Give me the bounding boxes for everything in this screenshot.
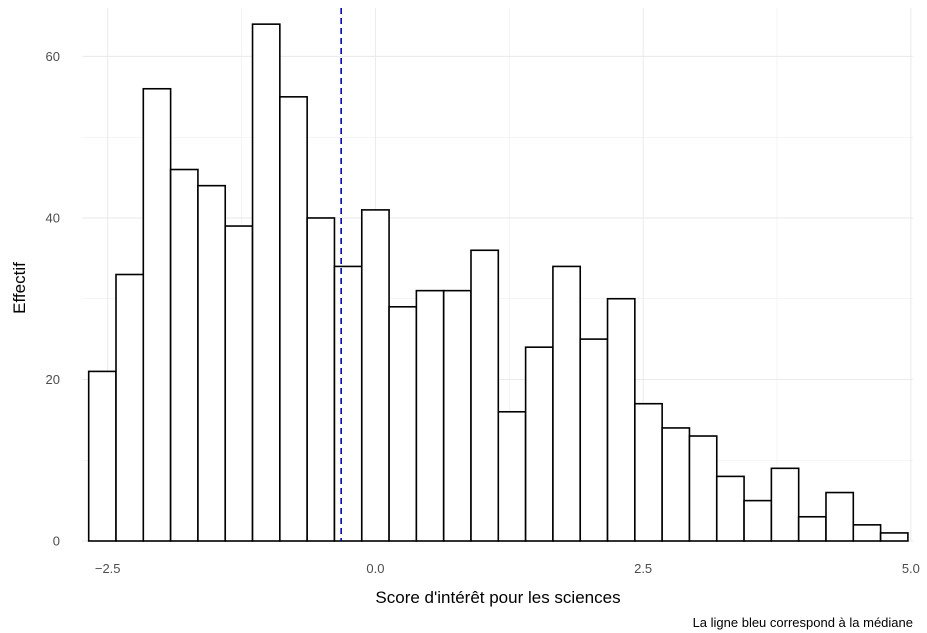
- histogram-bar: [197, 184, 227, 542]
- x-axis-ticks: −2.5 0.0 2.5 5.0: [95, 561, 920, 576]
- histogram-bar: [115, 273, 145, 542]
- histogram-bar: [142, 87, 172, 542]
- histogram-bar: [552, 265, 582, 542]
- histogram-bar: [524, 346, 554, 542]
- x-tick-label: 2.5: [634, 561, 652, 576]
- y-tick-label: 40: [46, 210, 60, 225]
- histogram-bar: [606, 297, 636, 542]
- histogram-bar: [797, 515, 827, 542]
- x-tick-label: 0.0: [366, 561, 384, 576]
- histogram-bar: [852, 524, 882, 542]
- histogram-bar: [579, 338, 609, 542]
- histogram-bar: [87, 370, 117, 542]
- y-axis-ticks: 0 20 40 60: [46, 49, 60, 549]
- histogram-bar: [306, 217, 336, 542]
- histogram-bar: [634, 402, 663, 542]
- histogram-bar: [770, 467, 800, 542]
- x-tick-label: 5.0: [902, 561, 920, 576]
- histogram-bar: [169, 168, 199, 542]
- histogram-bar: [224, 225, 254, 542]
- chart-caption: La ligne bleu correspond à la médiane: [693, 615, 913, 630]
- histogram-bar: [497, 410, 527, 542]
- histogram-bar: [415, 289, 445, 542]
- histogram-bar: [688, 435, 718, 542]
- x-tick-label: −2.5: [95, 561, 121, 576]
- histogram-bar: [251, 23, 281, 542]
- x-axis-title: Score d'intérêt pour les sciences: [375, 588, 620, 607]
- y-axis-title: Effectif: [10, 262, 29, 314]
- histogram-bar: [825, 491, 855, 542]
- histogram-bar: [715, 475, 745, 542]
- histogram-bar: [333, 265, 363, 542]
- histogram-bar: [879, 532, 909, 542]
- y-tick-label: 60: [46, 49, 60, 64]
- histogram-bar: [743, 499, 773, 542]
- histogram-bar: [388, 306, 418, 542]
- histogram-bar: [470, 249, 500, 542]
- histogram-bars: [87, 23, 909, 542]
- histogram-bar: [279, 96, 308, 542]
- histogram-bar: [442, 289, 472, 542]
- histogram-bar: [360, 209, 390, 542]
- histogram-bar: [661, 427, 691, 542]
- y-tick-label: 0: [53, 534, 60, 549]
- y-tick-label: 20: [46, 372, 60, 387]
